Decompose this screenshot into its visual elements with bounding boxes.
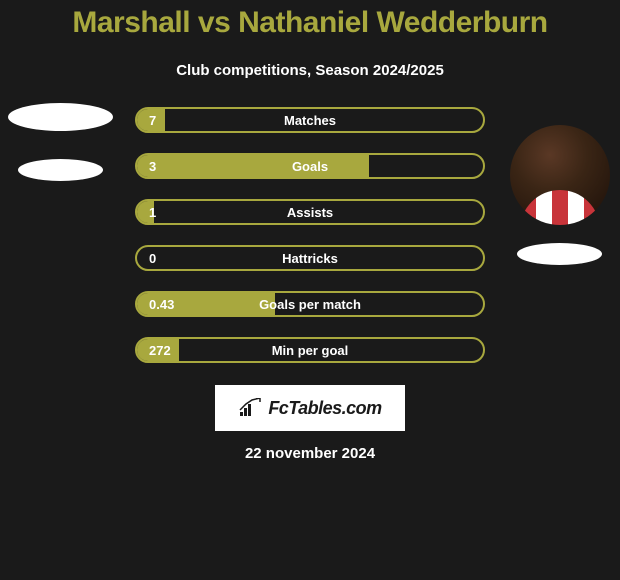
player-left-avatar-placeholder	[8, 103, 113, 131]
stat-row: 0.43Goals per match	[135, 291, 485, 317]
fctables-icon	[238, 398, 264, 418]
comparison-content: 7Matches 3Goals 1Assists 0Hattricks 0.43Goal…	[0, 107, 620, 363]
player-left-name-placeholder	[18, 159, 103, 181]
stat-row: 0Hattricks	[135, 245, 485, 271]
logo-box: FcTables.com	[215, 385, 405, 431]
player-right-column	[507, 125, 612, 265]
player-right-name-placeholder	[517, 243, 602, 265]
player-right-avatar	[510, 125, 610, 225]
stat-label: Matches	[137, 113, 483, 128]
stats-container: 7Matches 3Goals 1Assists 0Hattricks 0.43Goal…	[135, 107, 485, 363]
stat-label: Hattricks	[137, 251, 483, 266]
stat-row: 1Assists	[135, 199, 485, 225]
page-title: Marshall vs Nathaniel Wedderburn	[0, 0, 620, 40]
stat-label: Assists	[137, 205, 483, 220]
date-text: 22 november 2024	[0, 445, 620, 462]
player-left-column	[8, 103, 113, 181]
stat-label: Min per goal	[137, 343, 483, 358]
stat-label: Goals per match	[137, 297, 483, 312]
stat-row: 272Min per goal	[135, 337, 485, 363]
stat-label: Goals	[137, 159, 483, 174]
subtitle: Club competitions, Season 2024/2025	[0, 62, 620, 79]
stat-row: 7Matches	[135, 107, 485, 133]
logo-text: FcTables.com	[268, 398, 381, 419]
stat-row: 3Goals	[135, 153, 485, 179]
